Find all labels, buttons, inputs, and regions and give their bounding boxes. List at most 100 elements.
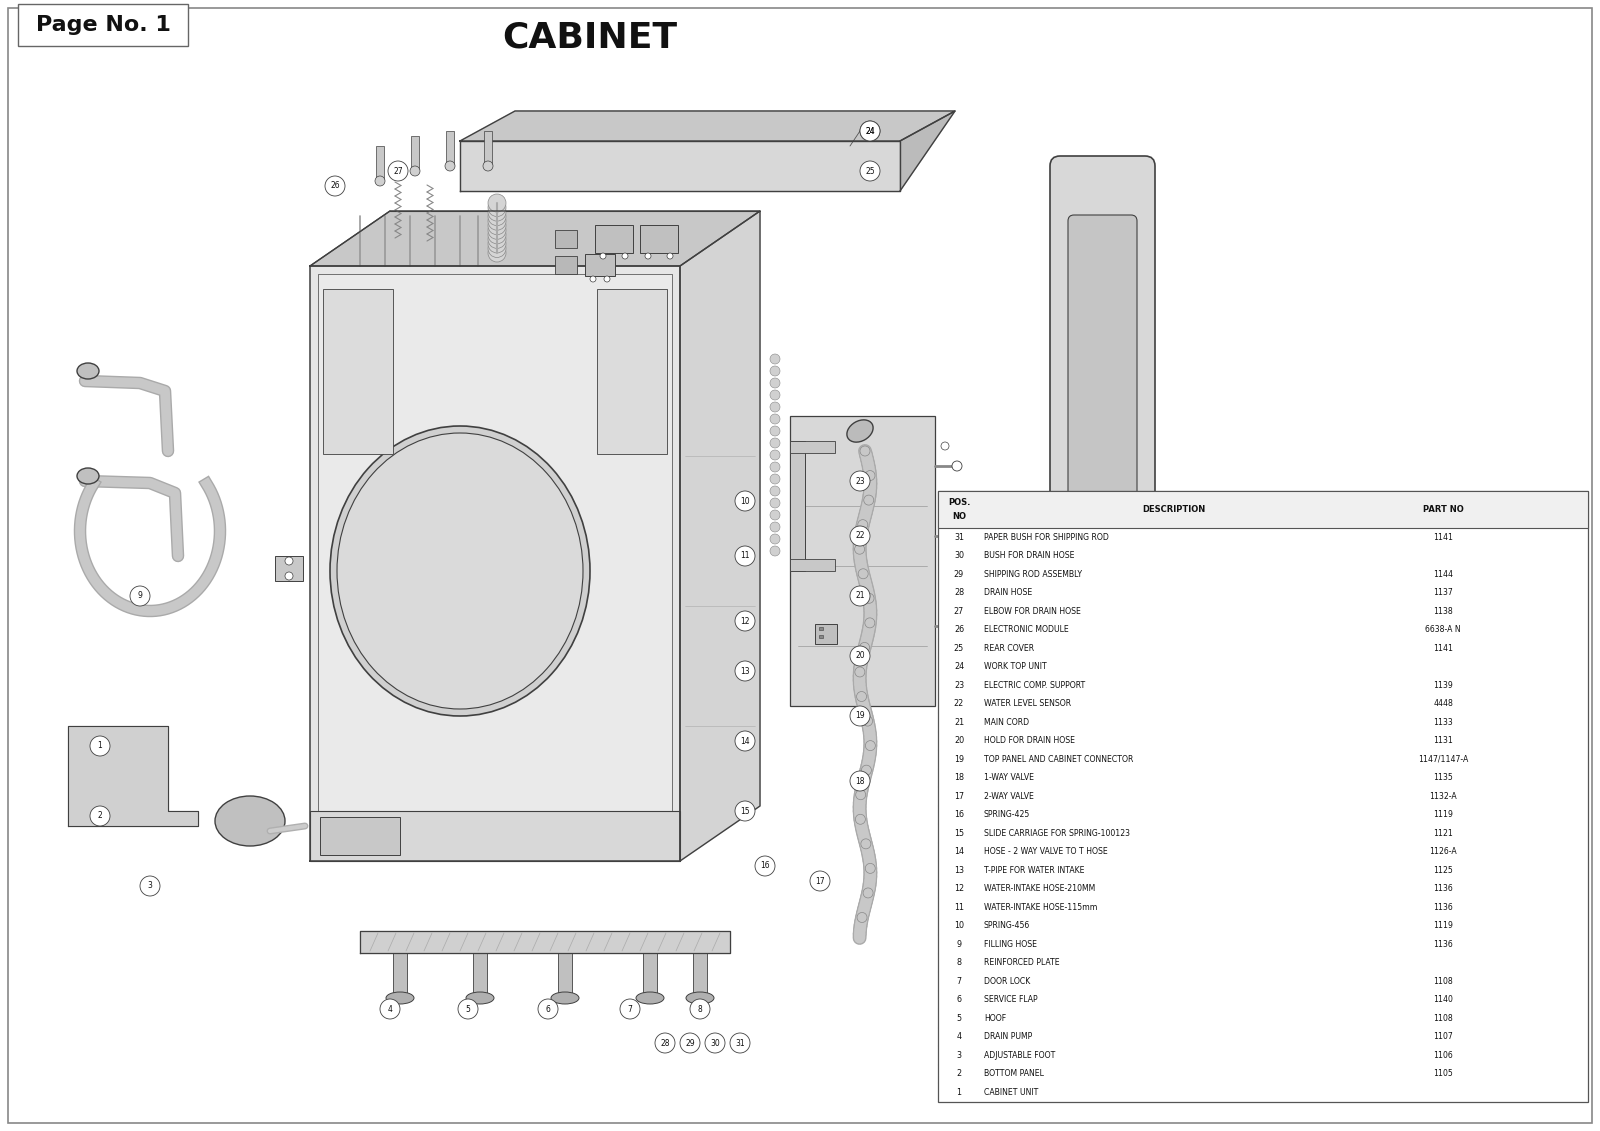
Ellipse shape [466, 992, 494, 1004]
Circle shape [538, 999, 558, 1019]
Polygon shape [310, 211, 760, 266]
Text: 6: 6 [957, 995, 962, 1004]
Text: T-PIPE FOR WATER INTAKE: T-PIPE FOR WATER INTAKE [984, 865, 1085, 874]
Circle shape [488, 231, 506, 249]
Circle shape [861, 121, 880, 141]
Text: 5: 5 [957, 1013, 962, 1022]
Ellipse shape [214, 796, 285, 846]
Ellipse shape [637, 992, 664, 1004]
Circle shape [590, 276, 595, 282]
Text: 1138: 1138 [1434, 606, 1453, 615]
Bar [693, 953, 707, 998]
Circle shape [488, 204, 506, 221]
Text: 1107: 1107 [1434, 1033, 1453, 1042]
Text: 1: 1 [98, 742, 102, 751]
Text: 1-WAY VALVE: 1-WAY VALVE [984, 774, 1034, 783]
Circle shape [667, 253, 674, 259]
Bar [411, 136, 419, 171]
Circle shape [770, 426, 781, 435]
Text: 25: 25 [866, 166, 875, 175]
Text: 28: 28 [661, 1038, 670, 1047]
Circle shape [730, 1033, 750, 1053]
Circle shape [488, 244, 506, 262]
Bar [595, 225, 634, 253]
Circle shape [850, 526, 870, 546]
Circle shape [734, 611, 755, 631]
Text: PART NO: PART NO [1422, 506, 1464, 513]
Text: DRAIN HOSE: DRAIN HOSE [984, 588, 1032, 597]
Circle shape [488, 208, 506, 226]
Bar [597, 290, 667, 454]
Bar [790, 416, 934, 706]
Text: 29: 29 [685, 1038, 694, 1047]
Text: 24: 24 [954, 663, 965, 672]
Circle shape [605, 276, 610, 282]
Ellipse shape [338, 433, 582, 709]
Bar [814, 624, 837, 644]
Bar [320, 817, 400, 855]
Text: 13: 13 [741, 666, 750, 675]
Text: 18: 18 [954, 774, 963, 783]
Bar [318, 274, 672, 853]
Bar [938, 491, 1587, 528]
Circle shape [130, 586, 150, 606]
Text: WATER-INTAKE HOSE-210MM: WATER-INTAKE HOSE-210MM [984, 884, 1096, 893]
Circle shape [488, 199, 506, 216]
Circle shape [488, 226, 506, 244]
Circle shape [952, 461, 962, 470]
Text: 28: 28 [954, 588, 965, 597]
Text: 1140: 1140 [1434, 995, 1453, 1004]
Text: REAR COVER: REAR COVER [984, 644, 1034, 653]
Circle shape [90, 736, 110, 756]
Text: SLIDE CARRIAGE FOR SPRING-100123: SLIDE CARRIAGE FOR SPRING-100123 [984, 829, 1130, 838]
Text: 14: 14 [741, 736, 750, 745]
Circle shape [755, 856, 774, 877]
Circle shape [770, 450, 781, 460]
Text: 8: 8 [698, 1004, 702, 1013]
Text: 18: 18 [856, 777, 864, 786]
Text: BOTTOM PANEL: BOTTOM PANEL [984, 1069, 1043, 1078]
Circle shape [488, 235, 506, 253]
Text: 23: 23 [854, 476, 866, 485]
Circle shape [770, 366, 781, 375]
Text: 2: 2 [98, 812, 102, 820]
Text: 1119: 1119 [1434, 922, 1453, 931]
Ellipse shape [330, 426, 590, 716]
Circle shape [770, 461, 781, 472]
Text: 1119: 1119 [1434, 810, 1453, 819]
Text: 30: 30 [954, 551, 963, 560]
Text: 1105: 1105 [1434, 1069, 1453, 1078]
Text: 20: 20 [954, 736, 965, 745]
Text: 17: 17 [814, 877, 826, 886]
Text: 5: 5 [466, 1004, 470, 1013]
Text: 24: 24 [866, 127, 875, 136]
Text: 1136: 1136 [1434, 884, 1453, 893]
Circle shape [387, 161, 408, 181]
Text: 21: 21 [954, 718, 965, 727]
Text: 15: 15 [954, 829, 965, 838]
Circle shape [690, 999, 710, 1019]
Circle shape [861, 121, 880, 141]
Bar [819, 634, 822, 638]
Text: WORK TOP UNIT: WORK TOP UNIT [984, 663, 1046, 672]
Text: HOLD FOR DRAIN HOSE: HOLD FOR DRAIN HOSE [984, 736, 1075, 745]
Text: 1125: 1125 [1434, 865, 1453, 874]
Circle shape [285, 572, 293, 580]
Circle shape [680, 1033, 701, 1053]
Circle shape [445, 161, 454, 171]
Bar [394, 953, 406, 998]
Circle shape [770, 354, 781, 364]
Text: 21: 21 [856, 592, 864, 601]
Text: DRAIN PUMP: DRAIN PUMP [984, 1033, 1032, 1042]
Bar [483, 131, 493, 166]
Ellipse shape [550, 992, 579, 1004]
Text: 1108: 1108 [1434, 977, 1453, 986]
Text: 1106: 1106 [1434, 1051, 1453, 1060]
Text: ELECTRONIC MODULE: ELECTRONIC MODULE [984, 625, 1069, 634]
Circle shape [381, 999, 400, 1019]
Bar [640, 225, 678, 253]
Text: 1121: 1121 [1434, 829, 1453, 838]
Circle shape [458, 999, 478, 1019]
Circle shape [850, 706, 870, 726]
Text: 16: 16 [954, 810, 963, 819]
